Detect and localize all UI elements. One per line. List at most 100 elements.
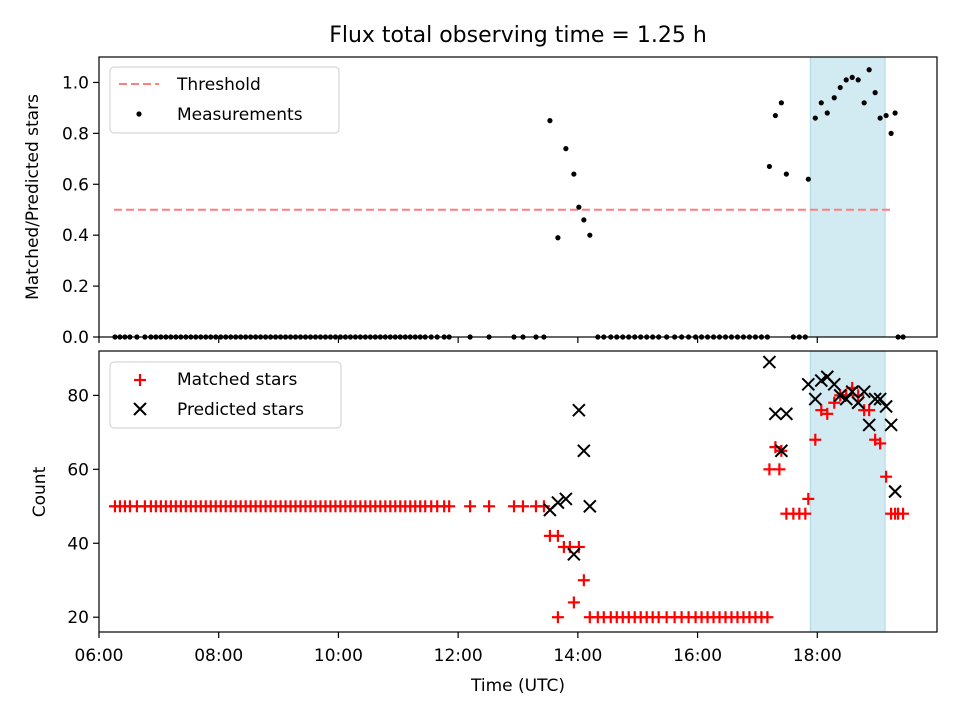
top-panel: 0.0 0.2 0.4 0.6 0.8 1.0 Matched/Predicted sta… — [23, 56, 938, 348]
bottom-highlight-span — [809, 350, 886, 633]
bottom-plot-frame — [98, 350, 938, 633]
matched-star-point — [874, 437, 887, 450]
matched-star-point — [572, 540, 585, 553]
matched-star-point — [551, 611, 564, 624]
top-ytick-label: 1.0 — [62, 73, 89, 93]
predicted-star-point — [567, 547, 581, 562]
measurement-point — [824, 110, 830, 116]
predicted-star-point — [814, 373, 828, 388]
measurement-point — [783, 171, 789, 177]
matched-star-point — [464, 500, 477, 513]
legend-measurements-label: Measurements — [177, 105, 303, 125]
measurement-point — [805, 176, 811, 182]
matched-star-point — [799, 507, 812, 520]
matched-star-point — [852, 389, 865, 402]
top-plot-frame — [98, 56, 938, 338]
measurement-point — [812, 115, 818, 121]
measurement-point — [861, 100, 867, 106]
measurement-point — [581, 217, 587, 223]
matched-star-point — [773, 463, 786, 476]
matched-star-point — [516, 500, 529, 513]
matched-star-point — [761, 611, 774, 624]
matched-star-point — [567, 596, 580, 609]
measurement-point — [778, 100, 784, 106]
legend-matched-swatch — [134, 374, 146, 386]
measurement-point — [837, 84, 843, 91]
bottom-panel: 20 40 60 80 06:00 08:00 10:00 12:00 14:00 16:00 1… — [30, 350, 938, 696]
matched-star-point — [551, 529, 564, 542]
predicted-star-point — [862, 418, 876, 432]
top-legend: Threshold Measurements — [109, 66, 340, 134]
matched-star-point — [443, 500, 456, 513]
measurement-point — [843, 77, 849, 83]
measurement-point — [883, 112, 889, 119]
predicted-star-point — [551, 495, 565, 510]
matched-star-point — [809, 433, 822, 446]
measurement-point — [849, 74, 855, 80]
measurement-point — [866, 67, 872, 73]
measurement-point — [831, 95, 837, 101]
measurement-point — [587, 232, 593, 238]
x-tick-label: 16:00 — [673, 646, 722, 666]
legend-matched-label: Matched stars — [177, 370, 297, 390]
bottom-ytick-label: 20 — [67, 608, 89, 628]
predicted-star-point — [857, 384, 871, 399]
top-ytick-label: 0.8 — [62, 124, 89, 144]
predicted-star-point — [827, 377, 841, 391]
measurement-point — [818, 100, 824, 106]
top-ytick-label: 0.6 — [62, 175, 89, 195]
chart-title: Flux total observing time = 1.25 h — [329, 23, 707, 48]
measurement-point — [547, 118, 553, 124]
x-axis-label: Time (UTC) — [470, 676, 565, 696]
bottom-ytick-label: 40 — [67, 534, 89, 554]
legend-threshold-label: Threshold — [176, 75, 261, 95]
predicted-star-point — [572, 403, 586, 417]
predicted-star-point — [879, 399, 893, 414]
matched-star-point — [828, 396, 841, 409]
predicted-star-point — [559, 492, 573, 506]
bottom-legend: Matched stars Predicted stars — [109, 361, 342, 429]
top-highlight-span — [809, 56, 886, 338]
predicted-star-point — [808, 392, 822, 406]
top-ytick-label: 0.0 — [62, 328, 89, 348]
predicted-star-point — [845, 384, 859, 399]
top-y-axis-label: Matched/Predicted stars — [23, 94, 43, 300]
predicted-star-point — [888, 484, 902, 499]
matched-star-point — [863, 404, 876, 417]
measurement-point — [888, 130, 894, 136]
legend-predicted-swatch — [133, 402, 147, 416]
matched-star-point — [880, 470, 893, 483]
predicted-star-point — [884, 418, 898, 432]
legend-predicted-label: Predicted stars — [177, 400, 304, 420]
predicted-star-point — [577, 444, 591, 458]
matched-star-point — [577, 574, 590, 587]
x-tick-label: 08:00 — [194, 646, 243, 666]
predicted-star-point — [583, 499, 597, 513]
measurement-point — [576, 204, 582, 210]
measurement-point — [872, 90, 878, 96]
predicted-star-point — [801, 377, 816, 391]
matched-star-point — [483, 500, 496, 513]
top-ytick-label: 0.2 — [62, 277, 89, 297]
matched-star-point — [537, 500, 550, 513]
predicted-star-point — [768, 407, 783, 421]
measurement-point — [563, 146, 569, 152]
predicted-star-point — [868, 392, 882, 406]
measurement-point — [772, 112, 778, 119]
measurement-point — [855, 77, 861, 83]
matched-star-point — [802, 492, 815, 505]
bottom-y-axis-label: Count — [30, 466, 50, 517]
x-tick-label: 14:00 — [553, 646, 602, 666]
legend-measurements-swatch — [136, 111, 142, 117]
x-tick-label: 06:00 — [75, 646, 124, 666]
measurement-point — [766, 163, 773, 170]
bottom-ytick-label: 80 — [67, 386, 89, 406]
predicted-star-point — [779, 407, 794, 421]
bottom-ytick-label: 60 — [67, 460, 89, 480]
predicted-star-point — [762, 355, 777, 369]
predicted-star-point — [774, 444, 789, 458]
predicted-star-point — [833, 388, 847, 403]
matched-star-point — [821, 407, 834, 420]
measurement-point — [571, 171, 577, 177]
